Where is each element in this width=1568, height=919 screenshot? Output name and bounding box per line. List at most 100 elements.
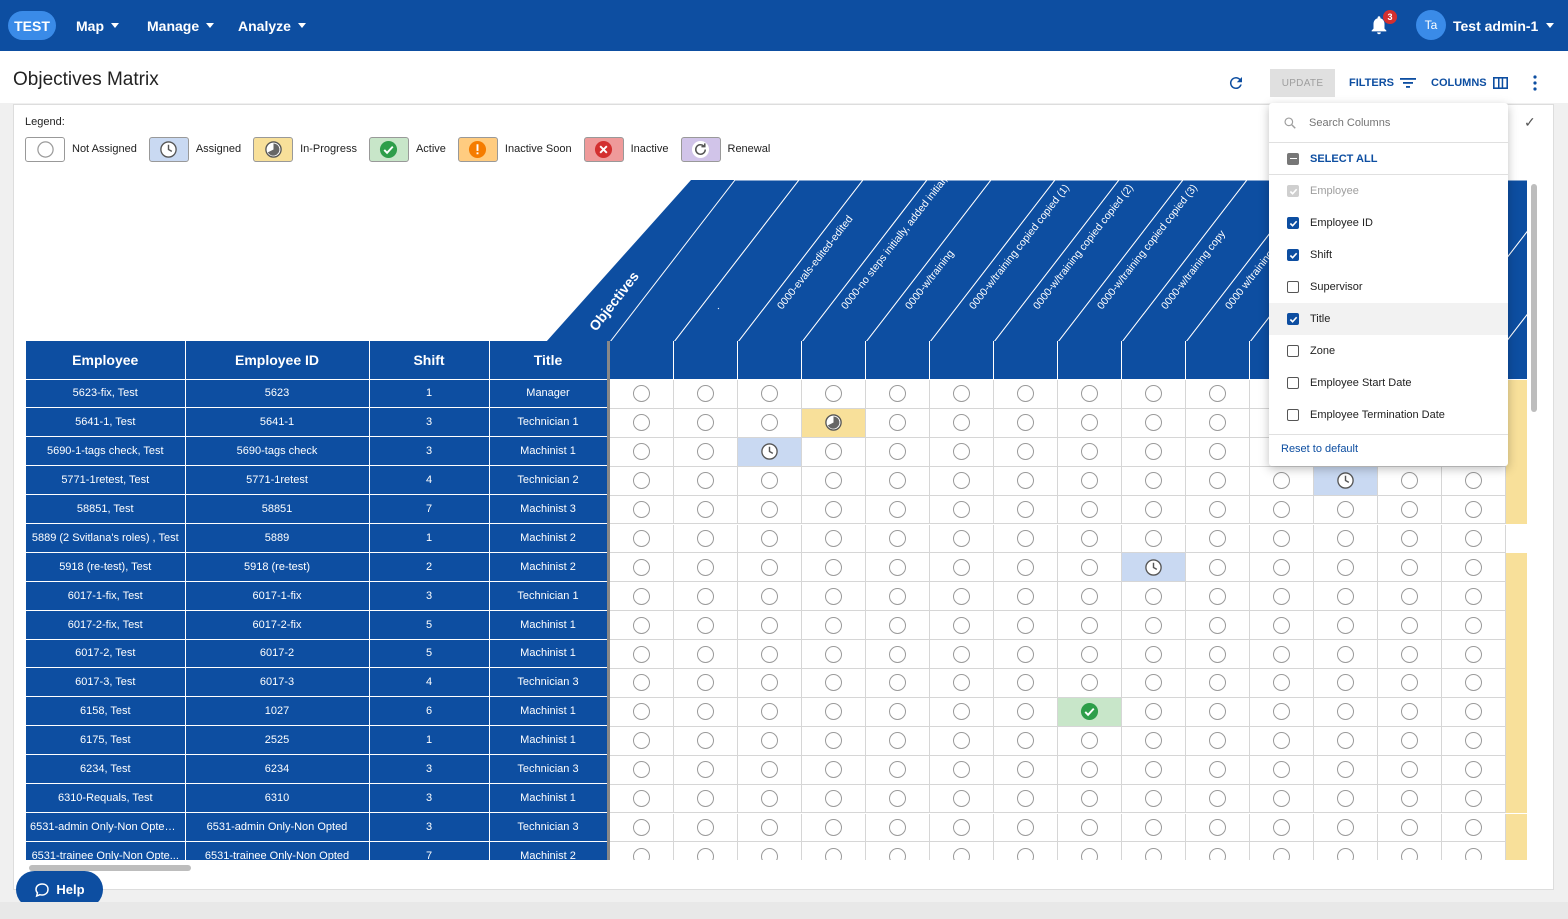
status-cell[interactable] <box>674 495 738 525</box>
status-cell[interactable] <box>1058 755 1122 785</box>
column-option[interactable]: Employee Termination Date <box>1269 399 1508 431</box>
status-cell[interactable] <box>1314 495 1378 525</box>
select-all-option[interactable]: SELECT ALL <box>1269 143 1508 175</box>
column-search-input[interactable] <box>1309 116 1489 129</box>
objective-header-cell[interactable] <box>929 180 1120 342</box>
status-cell[interactable] <box>1442 524 1506 554</box>
status-cell[interactable] <box>866 640 930 669</box>
status-cell[interactable] <box>802 437 866 467</box>
status-cell[interactable] <box>1186 582 1250 612</box>
status-cell[interactable] <box>866 697 930 727</box>
status-cell[interactable] <box>994 437 1058 467</box>
status-cell[interactable] <box>674 408 738 438</box>
status-cell[interactable] <box>738 437 802 467</box>
status-cell[interactable] <box>1442 697 1506 727</box>
status-cell[interactable] <box>1122 582 1186 612</box>
status-cell[interactable] <box>1378 466 1442 496</box>
status-cell[interactable] <box>1314 697 1378 727</box>
update-button[interactable]: UPDATE <box>1270 69 1335 97</box>
status-cell[interactable] <box>1378 755 1442 785</box>
status-cell[interactable] <box>1250 640 1314 669</box>
status-cell[interactable] <box>930 842 994 860</box>
status-cell[interactable] <box>802 553 866 583</box>
columns-button[interactable]: COLUMNS <box>1431 69 1508 97</box>
status-cell[interactable] <box>1186 380 1250 409</box>
status-cell[interactable] <box>1122 495 1186 525</box>
column-header[interactable]: Employee ID <box>185 341 370 379</box>
status-cell[interactable] <box>994 784 1058 814</box>
more-options-icon[interactable] <box>1530 74 1540 92</box>
status-cell[interactable] <box>738 640 802 669</box>
status-cell[interactable] <box>994 640 1058 669</box>
table-row[interactable]: 58851, Test 58851 7 Machinist 3 <box>26 494 608 524</box>
status-cell[interactable] <box>1442 495 1506 525</box>
status-cell[interactable] <box>1506 669 1527 698</box>
status-cell[interactable] <box>802 524 866 554</box>
status-cell[interactable] <box>802 697 866 727</box>
column-option[interactable]: Shift <box>1269 239 1508 271</box>
status-cell[interactable] <box>1250 669 1314 698</box>
table-row[interactable]: 6017-2, Test 6017-2 5 Machinist 1 <box>26 638 608 668</box>
table-row[interactable]: 5918 (re-test), Test 5918 (re-test) 2 Machi… <box>26 551 608 582</box>
status-cell[interactable] <box>1058 582 1122 612</box>
status-cell[interactable] <box>1378 553 1442 583</box>
reset-to-default-link[interactable]: Reset to default <box>1281 443 1359 455</box>
status-cell[interactable] <box>1186 813 1250 843</box>
status-cell[interactable] <box>1058 640 1122 669</box>
status-cell[interactable] <box>1506 437 1527 467</box>
status-cell[interactable] <box>1378 640 1442 669</box>
status-cell[interactable] <box>674 784 738 814</box>
status-cell[interactable] <box>866 553 930 583</box>
status-cell[interactable] <box>802 784 866 814</box>
status-cell[interactable] <box>1186 640 1250 669</box>
status-cell[interactable] <box>802 495 866 525</box>
status-cell[interactable] <box>1122 553 1186 583</box>
status-cell[interactable] <box>866 380 930 409</box>
status-cell[interactable] <box>994 408 1058 438</box>
status-cell[interactable] <box>994 697 1058 727</box>
column-header[interactable]: Shift <box>369 341 490 379</box>
status-cell[interactable] <box>1122 611 1186 641</box>
table-row[interactable]: 5889 (2 Svitlana's roles) , Test 5889 1 Mac… <box>26 522 608 553</box>
status-cell[interactable] <box>1058 697 1122 727</box>
status-cell[interactable] <box>994 611 1058 641</box>
status-cell[interactable] <box>1506 842 1527 860</box>
status-cell[interactable] <box>1122 669 1186 698</box>
status-cell[interactable] <box>866 408 930 438</box>
status-cell[interactable] <box>930 611 994 641</box>
status-cell[interactable] <box>610 553 674 583</box>
status-cell[interactable] <box>1314 755 1378 785</box>
status-cell[interactable] <box>1250 784 1314 814</box>
status-cell[interactable] <box>866 813 930 843</box>
status-cell[interactable] <box>1506 697 1527 727</box>
status-cell[interactable] <box>930 640 994 669</box>
column-option[interactable]: Zone <box>1269 335 1508 367</box>
status-cell[interactable] <box>866 726 930 756</box>
status-cell[interactable] <box>1058 553 1122 583</box>
status-cell[interactable] <box>738 524 802 554</box>
status-cell[interactable] <box>610 408 674 438</box>
status-cell[interactable] <box>674 611 738 641</box>
status-cell[interactable] <box>866 669 930 698</box>
status-cell[interactable] <box>1058 408 1122 438</box>
status-cell[interactable] <box>738 611 802 641</box>
status-cell[interactable] <box>1186 495 1250 525</box>
objective-header-cell[interactable] <box>673 180 864 342</box>
table-row[interactable]: 6531-admin Only-Non Opted,... 6531-admin … <box>26 811 608 842</box>
status-cell[interactable] <box>1058 524 1122 554</box>
objective-header-cell[interactable] <box>865 180 1056 342</box>
column-option[interactable]: Employee ID <box>1269 207 1508 239</box>
status-cell[interactable] <box>1058 380 1122 409</box>
status-cell[interactable] <box>866 466 930 496</box>
status-cell[interactable] <box>738 495 802 525</box>
status-cell[interactable] <box>1186 842 1250 860</box>
status-cell[interactable] <box>610 437 674 467</box>
status-cell[interactable] <box>1058 466 1122 496</box>
table-row[interactable]: 5641-1, Test 5641-1 3 Technician 1 <box>26 407 608 437</box>
status-cell[interactable] <box>1506 553 1527 583</box>
user-menu[interactable]: Test admin-1 <box>1453 0 1555 51</box>
column-option[interactable]: Supervisor <box>1269 271 1508 303</box>
status-cell[interactable] <box>1122 755 1186 785</box>
status-cell[interactable] <box>866 842 930 860</box>
status-cell[interactable] <box>1122 697 1186 727</box>
